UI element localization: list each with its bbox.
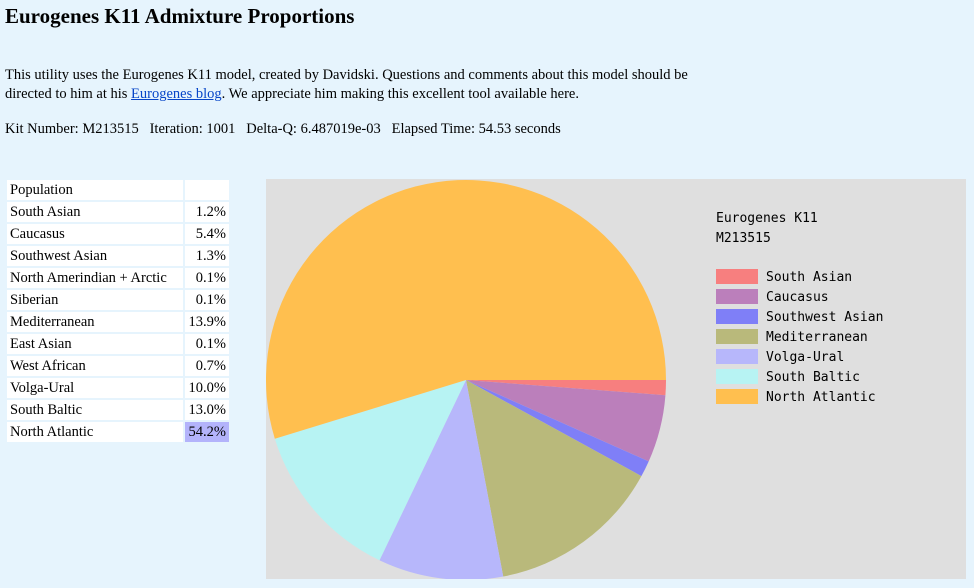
population-value: 0.1% (183, 334, 229, 356)
table-row: Volga-Ural 10.0% (7, 378, 229, 400)
intro-text-start: This utility uses the Eurogenes K11 mode… (5, 67, 688, 102)
population-value: 13.9% (183, 312, 229, 334)
population-name: South Baltic (7, 400, 183, 422)
legend-label: Southwest Asian (766, 310, 883, 325)
table-header-row: Population (7, 180, 229, 202)
value-header (183, 180, 229, 202)
table-row: East Asian 0.1% (7, 334, 229, 356)
legend-swatch (716, 269, 758, 284)
population-value: 0.1% (183, 290, 229, 312)
population-name: East Asian (7, 334, 183, 356)
table-row: Caucasus 5.4% (7, 224, 229, 246)
legend-swatch (716, 349, 758, 364)
population-value: 1.3% (183, 246, 229, 268)
population-name: Volga-Ural (7, 378, 183, 400)
population-name: Mediterranean (7, 312, 183, 334)
pie-chart-svg: Eurogenes K11 M213515 South Asian Caucasus S… (266, 180, 883, 579)
population-value: 0.1% (183, 268, 229, 290)
table-row: South Baltic 13.0% (7, 400, 229, 422)
population-value: 1.2% (183, 202, 229, 224)
pie-slice-southwest-asian (466, 380, 649, 477)
population-header: Population (7, 180, 183, 202)
population-name: North Amerindian + Arctic (7, 268, 183, 290)
table-row: West African 0.7% (7, 356, 229, 378)
legend-swatch (716, 309, 758, 324)
legend-label: South Baltic (766, 370, 860, 385)
legend-swatch (716, 369, 758, 384)
population-value: 13.0% (183, 400, 229, 422)
intro-text-end: . We appreciate him making this excellen… (221, 86, 579, 102)
legend-label: Volga-Ural (766, 350, 844, 365)
pie-slice-north-atlantic (266, 180, 666, 439)
chart-title-line: M213515 (716, 231, 771, 246)
legend-label: Mediterranean (766, 330, 868, 345)
chart-title-line: Eurogenes K11 (716, 211, 818, 226)
population-value: 10.0% (183, 378, 229, 400)
page-title: Eurogenes K11 Admixture Proportions (5, 4, 355, 28)
eurogenes-blog-link[interactable]: Eurogenes blog (131, 86, 222, 102)
table-row: Siberian 0.1% (7, 290, 229, 312)
table-row: North Atlantic 54.2% (7, 422, 229, 444)
admixture-pie-chart: Eurogenes K11 M213515 South Asian Caucasus S… (266, 179, 966, 579)
pie-slice-south-baltic (274, 380, 466, 561)
population-name: Southwest Asian (7, 246, 183, 268)
population-name: North Atlantic (7, 422, 183, 444)
population-name: South Asian (7, 202, 183, 224)
legend-swatch (716, 289, 758, 304)
table-row: Mediterranean 13.9% (7, 312, 229, 334)
run-stats: Kit Number: M213515 Iteration: 1001 Delt… (5, 121, 561, 137)
population-value: 54.2% (183, 422, 229, 444)
intro-paragraph: This utility uses the Eurogenes K11 mode… (5, 66, 725, 104)
population-name: Caucasus (7, 224, 183, 246)
table-row: Southwest Asian 1.3% (7, 246, 229, 268)
legend-label: South Asian (766, 270, 852, 285)
table-row: North Amerindian + Arctic 0.1% (7, 268, 229, 290)
legend-swatch (716, 329, 758, 344)
pie-slice-mediterranean (466, 380, 642, 577)
population-name: Siberian (7, 290, 183, 312)
table-row: South Asian 1.2% (7, 202, 229, 224)
legend-label: North Atlantic (766, 390, 876, 405)
population-name: West African (7, 356, 183, 378)
population-value: 5.4% (183, 224, 229, 246)
pie-slice-volga-ural (379, 380, 504, 579)
population-table: Population South Asian 1.2% Caucasus 5.4% So… (7, 180, 229, 444)
pie-slice-south-asian (466, 380, 666, 396)
legend-label: Caucasus (766, 290, 829, 305)
pie-slice-caucasus (466, 380, 666, 462)
legend-swatch (716, 389, 758, 404)
population-value: 0.7% (183, 356, 229, 378)
